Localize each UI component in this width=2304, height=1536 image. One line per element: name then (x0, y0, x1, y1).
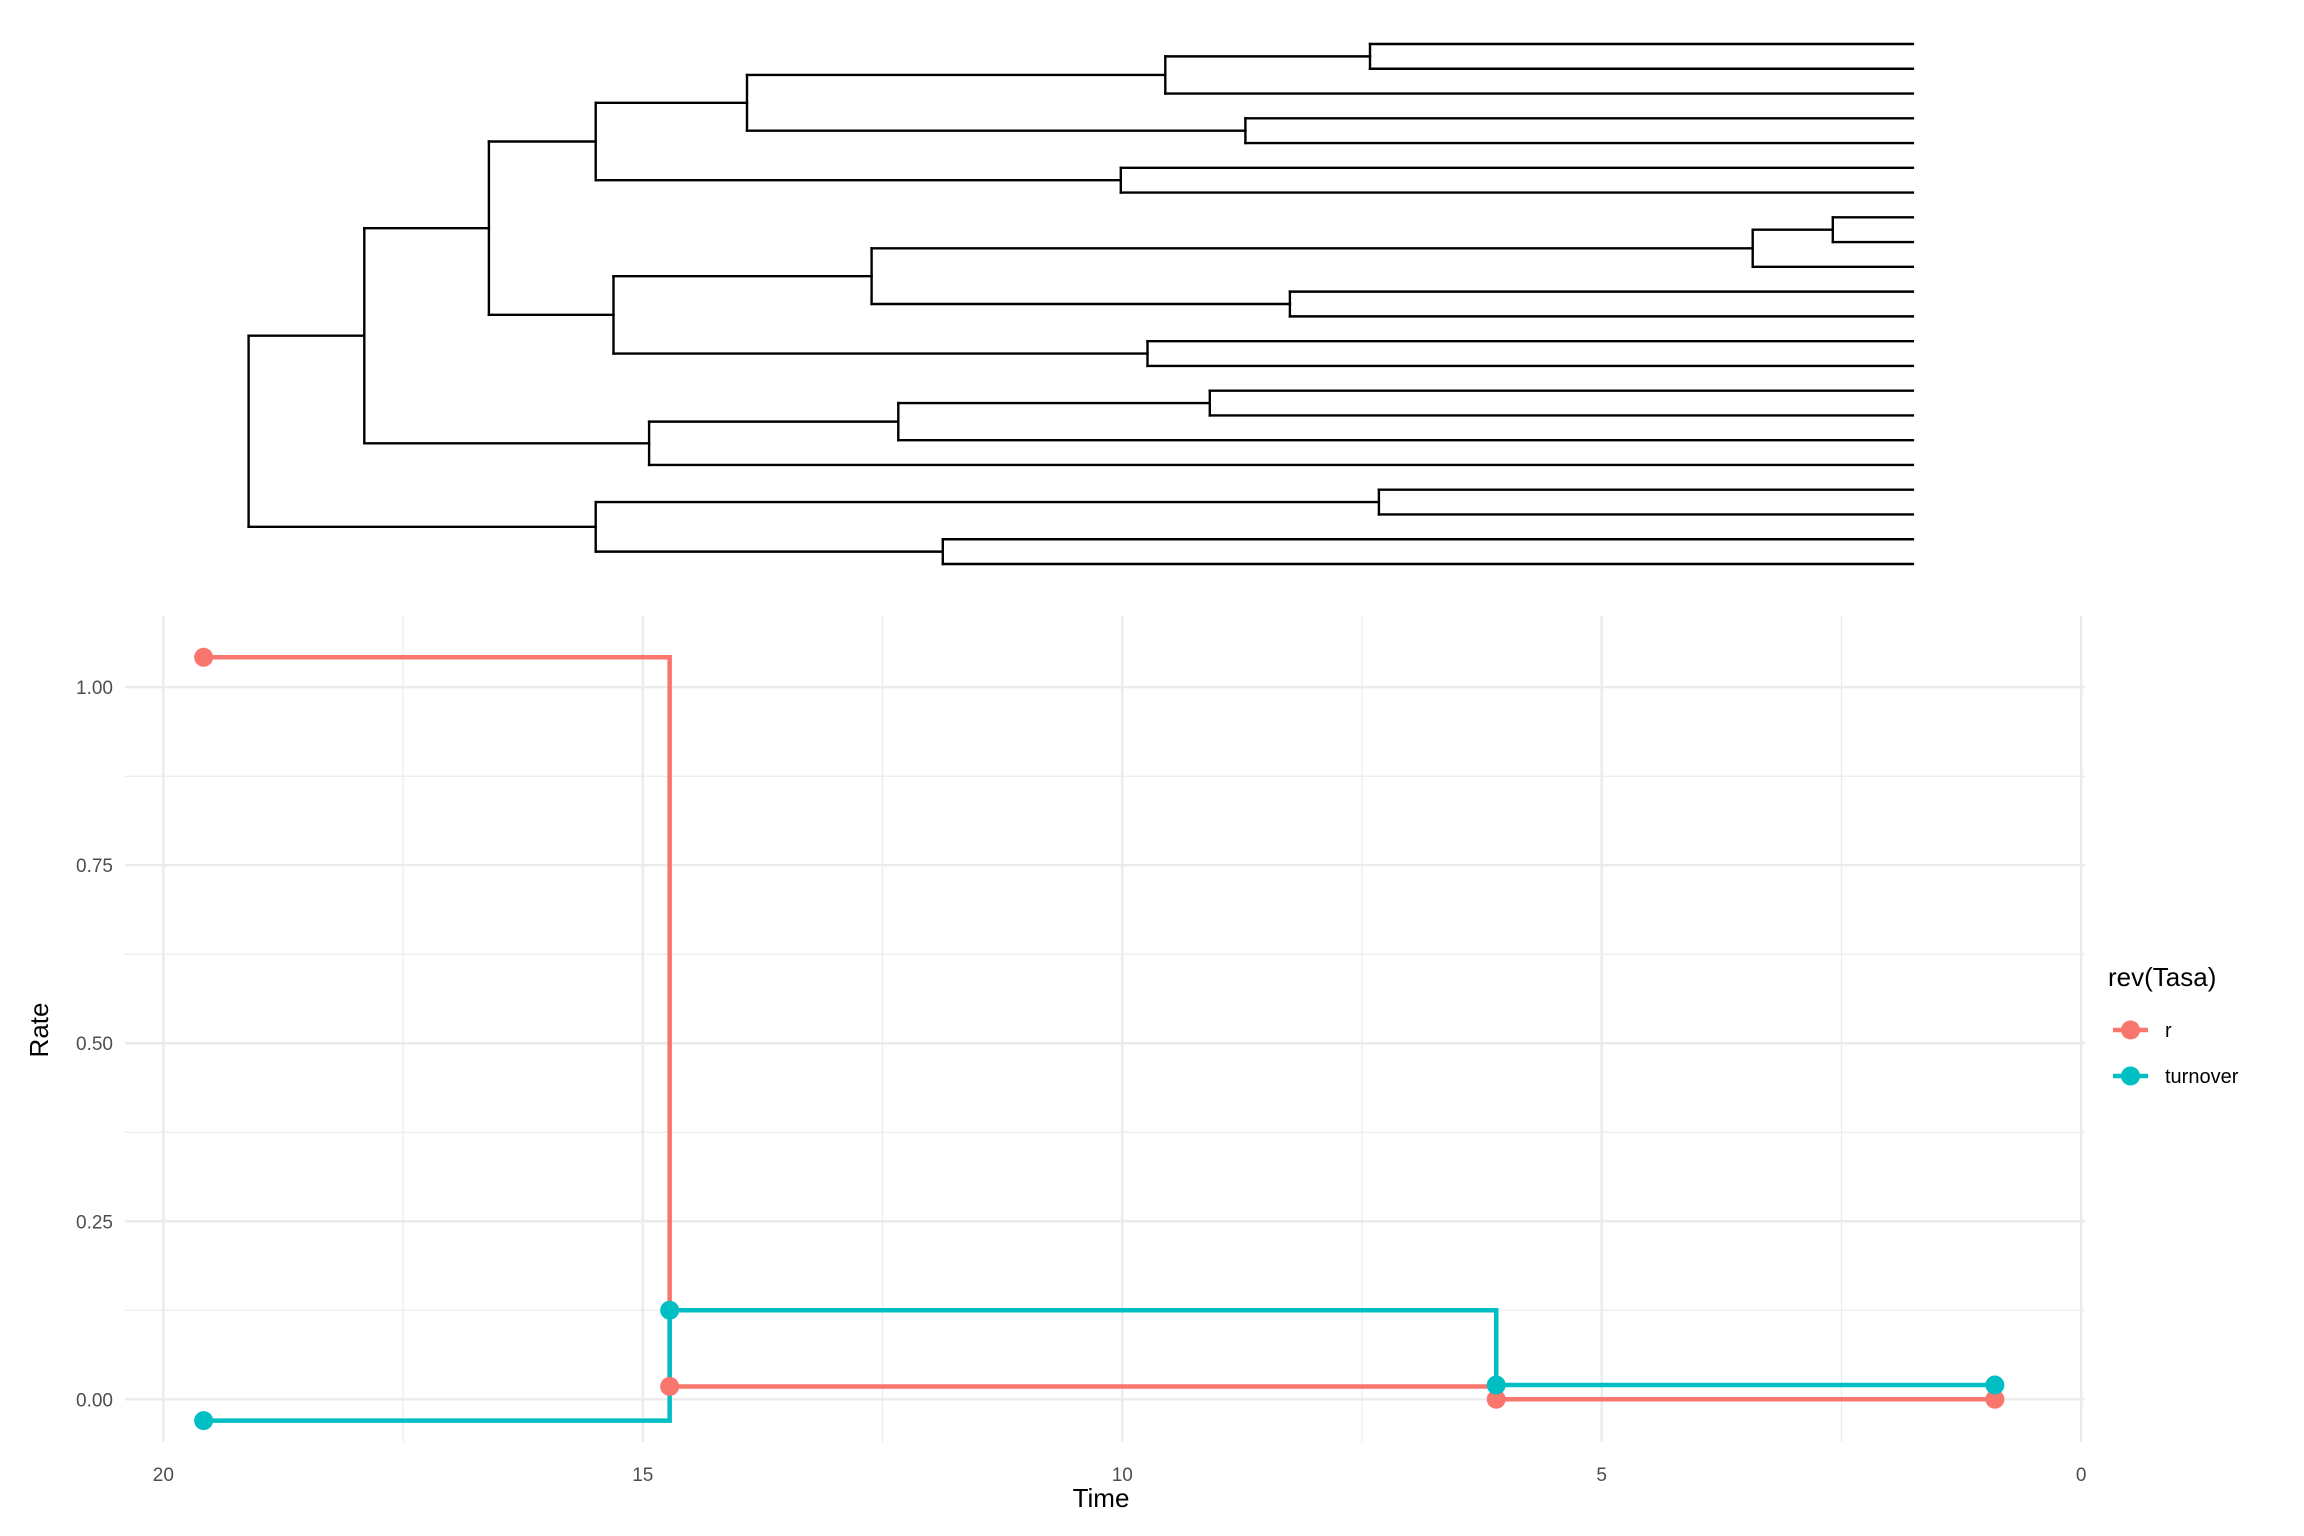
x-tick-label: 10 (1112, 1465, 1133, 1486)
legend-label-turnover: turnover (2165, 1066, 2239, 1088)
data-point-turnover (1985, 1375, 2005, 1395)
series-line-turnover (203, 1308, 1995, 1423)
phylogenetic-tree (247, 42, 1915, 566)
major-gridlines (125, 616, 2085, 1442)
x-tick-label: 5 (1596, 1465, 1607, 1486)
y-axis-ticks: 0.00 0.25 0.50 0.75 1.00 (76, 678, 113, 1411)
data-point-turnover (660, 1300, 680, 1320)
x-tick-label: 0 (2076, 1465, 2087, 1486)
data-point-r (194, 647, 214, 667)
x-axis-ticks: 20 15 10 5 0 (153, 1465, 2087, 1486)
legend-label-r: r (2165, 1020, 2172, 1042)
y-tick-label: 0.50 (76, 1034, 113, 1055)
y-tick-label: 0.00 (76, 1390, 113, 1411)
legend-key-point-r (2121, 1020, 2140, 1040)
legend-key-point-turnover (2121, 1066, 2140, 1086)
x-tick-label: 20 (153, 1465, 174, 1486)
rate-plot-panel: 20 15 10 5 0 0.00 0.25 0.50 0.75 1.00 Time Rate (24, 616, 2086, 1513)
legend-items: r turnover (2113, 1020, 2239, 1088)
x-axis-title: Time (1073, 1483, 1130, 1513)
y-tick-label: 1.00 (76, 678, 113, 699)
data-point-r (1985, 1389, 2005, 1409)
series-layer (194, 647, 2005, 1431)
data-point-turnover (1486, 1375, 1506, 1395)
y-tick-label: 0.25 (76, 1212, 113, 1233)
data-point-turnover (194, 1411, 214, 1431)
series-line-r (203, 655, 1995, 1402)
legend: rev(Tasa) r turnover (2108, 962, 2239, 1088)
data-point-r (660, 1376, 680, 1396)
x-tick-label: 15 (632, 1465, 653, 1486)
y-tick-label: 0.75 (76, 856, 113, 877)
minor-gridlines (125, 616, 2085, 1442)
y-axis-title: Rate (24, 1003, 54, 1058)
legend-title: rev(Tasa) (2108, 962, 2216, 992)
data-point-r (1486, 1389, 1506, 1409)
